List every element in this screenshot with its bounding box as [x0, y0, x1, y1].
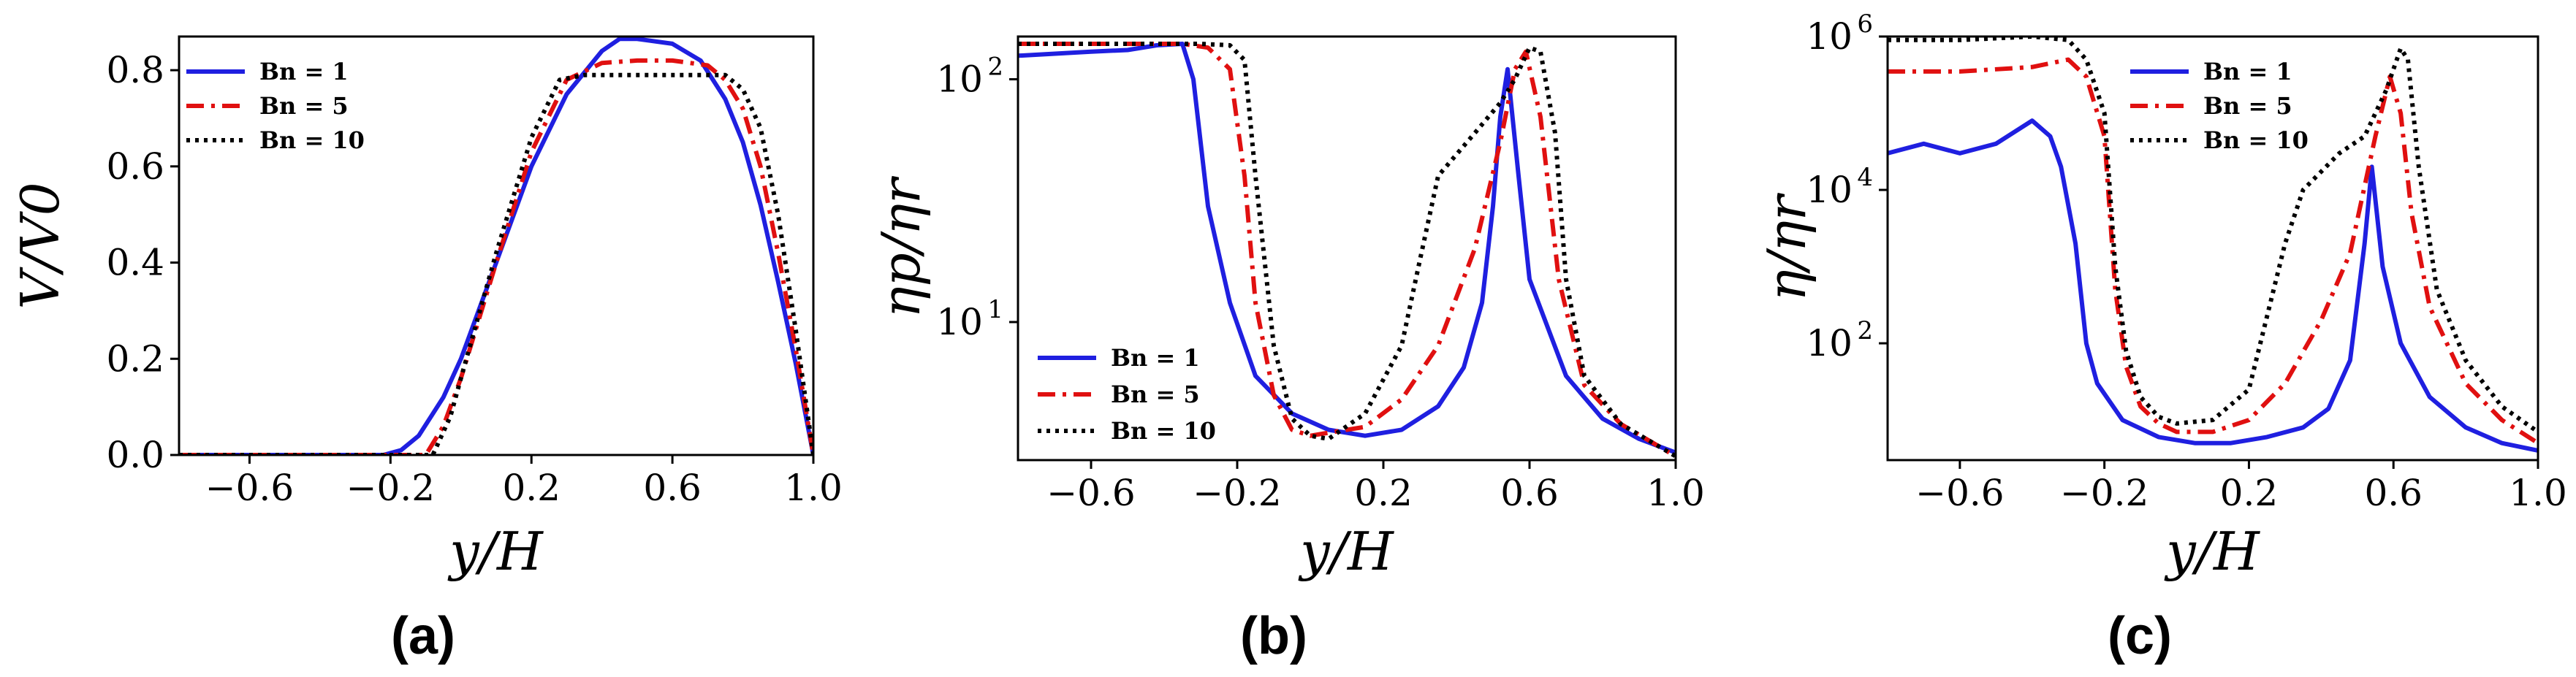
y-tick-exponent: 2 [1857, 316, 1873, 345]
x-tick-label: −0.2 [2060, 472, 2148, 514]
y-tick-exponent: 2 [987, 53, 1003, 82]
series-line-1 [1888, 118, 2538, 453]
legend: Bn = 1 Bn = 5 Bn = 10 [2130, 58, 2309, 154]
panel-1: −0.6 −0.2 0.2 0.6 1.0 0.0 0.2 0.4 0.6 0.8 y/H V/V0 (… [10, 35, 843, 665]
x-tick-label: 0.6 [1500, 472, 1559, 514]
panel-label: (c) [2108, 607, 2172, 665]
y-tick-exponent: 1 [987, 295, 1003, 324]
x-tick-label: −0.6 [1915, 472, 2004, 514]
series-line-2 [1888, 57, 2538, 445]
legend-entry: Bn = 10 [259, 126, 365, 154]
legend-entry: Bn = 5 [2203, 92, 2292, 120]
y-tick-label: 0.2 [106, 337, 164, 380]
y-tick-label: 10 [1806, 169, 1853, 211]
x-axis-label: y/H [447, 521, 544, 582]
x-tick-label: 0.2 [1354, 472, 1413, 514]
legend-entry: Bn = 10 [1111, 417, 1216, 445]
x-tick-label: −0.2 [346, 467, 435, 509]
y-tick-label: 0.0 [106, 434, 164, 476]
plot-frame [1886, 35, 2539, 462]
legend: Bn = 1 Bn = 5 Bn = 10 [186, 58, 365, 154]
plot-frame [178, 35, 815, 456]
y-tick-exponent: 4 [1857, 163, 1873, 192]
legend-entry: Bn = 5 [1111, 380, 1200, 408]
x-tick-label: 0.2 [2220, 472, 2279, 514]
x-tick-label: 1.0 [784, 467, 843, 509]
y-tick-label: 10 [936, 58, 983, 101]
panel-label: (b) [1240, 607, 1307, 665]
x-tick-label: 0.6 [643, 467, 702, 509]
y-tick-label: 0.6 [106, 145, 164, 188]
legend-entry: Bn = 10 [2203, 126, 2309, 154]
x-tick-label: 0.2 [502, 467, 561, 509]
panel-label: (a) [391, 607, 455, 665]
y-tick-label: 0.8 [106, 49, 164, 91]
y-axis-label: ηp/ηr [870, 176, 932, 318]
y-axis-label: η/ηr [1756, 193, 1817, 302]
series-line-3 [1888, 37, 2538, 434]
series-line-1 [179, 37, 813, 455]
x-tick-label: 1.0 [2509, 472, 2567, 514]
x-axis-label: y/H [2164, 521, 2260, 582]
x-axis-label: y/H [1298, 521, 1394, 582]
legend-entry: Bn = 5 [259, 92, 349, 120]
x-tick-label: −0.2 [1193, 472, 1281, 514]
legend-entry: Bn = 1 [1111, 344, 1200, 372]
x-tick-label: 0.6 [2364, 472, 2423, 514]
plot-frame [1017, 35, 1677, 462]
y-tick-exponent: 6 [1857, 9, 1873, 39]
legend-entry: Bn = 1 [259, 58, 349, 85]
series-line-1 [1018, 42, 1676, 455]
y-tick-label: 0.4 [106, 242, 164, 284]
y-tick-label: 10 [1806, 15, 1853, 58]
y-tick-label: 10 [936, 301, 983, 343]
panel-2: −0.6 −0.2 0.2 0.6 1.010 110 2y/Hηp/ηr(b)Bn = 1… [870, 35, 1705, 665]
legend: Bn = 1 Bn = 5 Bn = 10 [1038, 344, 1216, 445]
x-tick-label: −0.6 [205, 467, 294, 509]
x-tick-label: 1.0 [1646, 472, 1705, 514]
legend-entry: Bn = 1 [2203, 58, 2292, 85]
x-tick-label: −0.6 [1046, 472, 1135, 514]
series-line-3 [179, 72, 813, 455]
y-tick-label: 10 [1806, 322, 1853, 364]
y-axis-label: V/V0 [10, 182, 71, 309]
series-line-3 [1018, 42, 1676, 459]
